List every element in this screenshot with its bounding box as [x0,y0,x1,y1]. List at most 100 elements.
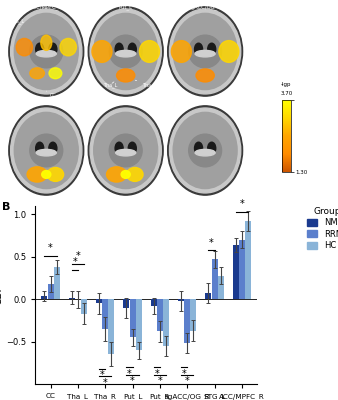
Text: -lgp: -lgp [281,82,292,87]
Ellipse shape [106,167,127,182]
Bar [245,221,251,299]
Ellipse shape [189,134,222,167]
Ellipse shape [41,35,52,50]
Text: *: * [75,251,80,261]
Text: *: * [103,378,107,388]
Bar [41,296,47,299]
Ellipse shape [36,50,56,57]
Ellipse shape [36,142,44,154]
Ellipse shape [195,149,215,156]
Text: *: * [72,257,77,267]
Text: *: * [209,238,214,248]
Bar [212,260,218,299]
Bar [81,299,87,314]
Text: STG_L: STG_L [10,18,25,30]
Bar [96,299,102,304]
Ellipse shape [49,43,57,56]
Bar [108,299,115,354]
Ellipse shape [90,108,161,193]
Ellipse shape [47,168,64,182]
Bar [123,299,129,308]
Ellipse shape [195,50,215,57]
Ellipse shape [92,40,112,62]
Ellipse shape [60,38,76,56]
Bar [129,299,136,337]
Text: *: * [182,369,187,379]
Bar [150,299,156,306]
Ellipse shape [115,43,123,56]
Ellipse shape [11,108,82,193]
Ellipse shape [14,112,78,188]
Text: ACC/MPFC_R: ACC/MPFC_R [30,4,63,10]
Ellipse shape [9,106,84,195]
Text: Tha_L: Tha_L [103,82,117,88]
Ellipse shape [30,35,63,68]
Text: *: * [100,370,104,380]
Ellipse shape [195,142,202,154]
Ellipse shape [30,134,63,167]
Ellipse shape [127,168,143,182]
Ellipse shape [14,13,78,90]
Text: Put_L: Put_L [119,4,133,10]
Bar [102,299,108,329]
Bar [233,245,239,299]
Ellipse shape [208,142,216,154]
Bar [205,293,211,299]
Ellipse shape [88,7,163,96]
Ellipse shape [16,38,32,56]
Text: Put_R: Put_R [241,18,268,30]
Ellipse shape [116,50,136,57]
Bar [157,299,163,332]
Text: *: * [239,199,244,209]
Ellipse shape [117,69,135,82]
Bar [239,240,245,299]
Bar [178,299,184,301]
Ellipse shape [27,167,47,182]
Ellipse shape [49,68,62,79]
Bar [136,299,142,350]
Text: *: * [154,369,159,379]
Text: sgACC/OG_R: sgACC/OG_R [189,4,222,10]
Bar [184,299,190,343]
Ellipse shape [170,9,241,94]
Text: -2: -2 [94,92,100,97]
Text: *: * [158,376,162,386]
Ellipse shape [121,170,130,178]
Ellipse shape [109,35,142,68]
Ellipse shape [171,40,191,62]
Ellipse shape [219,40,239,62]
Ellipse shape [36,43,44,56]
Text: B: B [2,202,10,212]
Text: 18: 18 [94,187,102,192]
Ellipse shape [128,142,136,154]
Text: 3.70: 3.70 [280,91,293,96]
Ellipse shape [88,106,163,195]
Text: 25: 25 [173,187,181,192]
Ellipse shape [170,108,241,193]
Ellipse shape [195,43,202,56]
Ellipse shape [116,149,136,156]
Bar [191,299,196,330]
Ellipse shape [189,35,222,68]
Text: A: A [5,4,14,14]
Text: 12: 12 [16,187,24,192]
Ellipse shape [115,142,123,154]
Text: *: * [130,376,135,386]
Ellipse shape [173,13,237,90]
Ellipse shape [109,134,142,167]
Ellipse shape [11,9,82,94]
Ellipse shape [196,69,214,82]
Text: CC: CC [46,91,56,98]
Legend: NMO, RRMS, HC: NMO, RRMS, HC [307,207,338,250]
Text: *: * [127,369,132,379]
Ellipse shape [30,68,44,79]
Y-axis label: CBF: CBF [0,285,4,305]
Ellipse shape [168,106,243,195]
Text: *: * [48,244,53,254]
Ellipse shape [36,149,56,156]
Ellipse shape [94,112,158,188]
Ellipse shape [90,9,161,94]
Ellipse shape [208,43,216,56]
Ellipse shape [168,7,243,96]
Bar [48,284,53,299]
